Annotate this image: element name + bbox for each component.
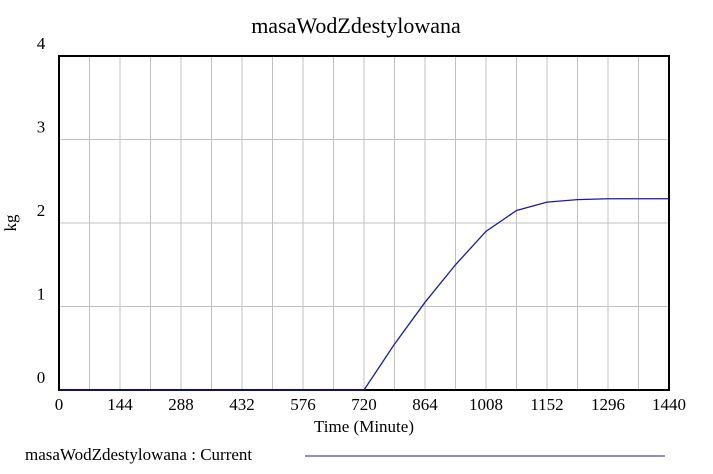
x-tick-label: 144 (107, 395, 133, 414)
y-tick-label: 0 (37, 368, 46, 387)
y-axis-label: kg (1, 214, 20, 232)
x-tick-label: 1008 (469, 395, 503, 414)
y-tick-label: 4 (37, 34, 46, 53)
y-tick-label: 3 (37, 117, 46, 136)
data-line (59, 198, 669, 391)
x-tick-label: 432 (229, 395, 255, 414)
chart-title: masaWodZdestylowana (251, 13, 461, 38)
x-tick-label: 720 (351, 395, 377, 414)
x-tick-label: 1296 (591, 395, 625, 414)
x-tick-label: 576 (290, 395, 316, 414)
x-tick-label: 1440 (652, 395, 686, 414)
x-tick-label: 0 (55, 395, 64, 414)
y-tick-label: 2 (37, 201, 46, 220)
x-tick-label: 864 (412, 395, 438, 414)
legend-label: masaWodZdestylowana : Current (25, 445, 252, 464)
x-tick-label: 1152 (530, 395, 563, 414)
x-axis-label: Time (Minute) (314, 417, 414, 436)
y-tick-label: 1 (37, 284, 46, 303)
x-tick-label: 288 (168, 395, 194, 414)
